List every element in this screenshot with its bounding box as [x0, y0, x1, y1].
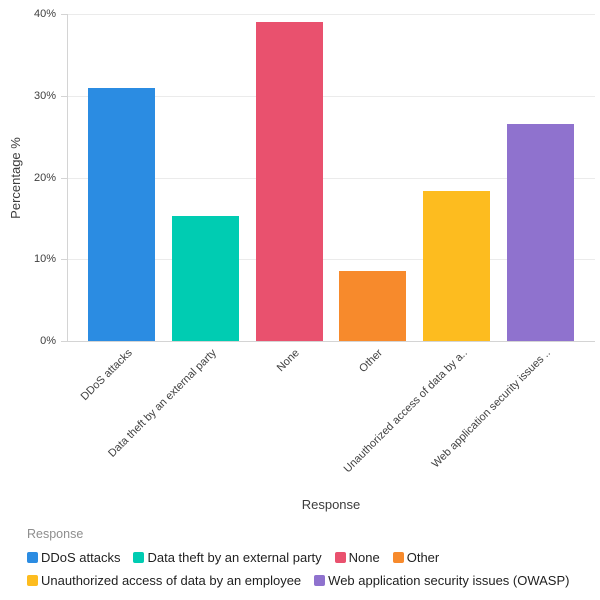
- legend-swatch: [27, 552, 38, 563]
- legend-item-ddos-attacks[interactable]: DDoS attacks: [27, 550, 120, 565]
- bar-data-theft-by-an-external-party[interactable]: [172, 215, 239, 341]
- y-axis-line: [67, 14, 68, 341]
- legend-item-label: Other: [406, 550, 440, 565]
- legend-item-other[interactable]: Other: [392, 550, 440, 565]
- legend-swatch: [27, 575, 38, 586]
- legend-row-2: Unauthorized access of data by an employ…: [27, 573, 587, 588]
- bar-unauthorized-access-of-data-by-an-employee[interactable]: [423, 190, 490, 341]
- legend-row-1: DDoS attacks Data theft by an external pa…: [27, 550, 587, 565]
- y-tick-label: 30%: [33, 89, 56, 102]
- gridline: [67, 259, 595, 261]
- bar-none[interactable]: [255, 22, 323, 341]
- x-axis-line: [67, 341, 595, 342]
- legend-swatch: [314, 575, 326, 586]
- legend-item-data-theft-by-an-external-party[interactable]: Data theft by an external party: [133, 550, 322, 565]
- y-tick-mark: [61, 259, 67, 261]
- gridline: [67, 14, 595, 15]
- gridline: [67, 95, 595, 97]
- legend-item-label: None: [348, 550, 380, 565]
- x-tick-label-ddos-attacks: DDoS attacks: [78, 347, 135, 404]
- gridline: [67, 177, 595, 179]
- legend-swatch: [133, 552, 145, 563]
- legend: Response DDoS attacks Data theft by an ex…: [27, 527, 587, 588]
- legend-swatch: [334, 552, 346, 563]
- legend-item-label: Data theft by an external party: [147, 550, 322, 565]
- legend-item-label: DDoS attacks: [41, 550, 121, 565]
- legend-item-unauthorized-access-of-data-by-an-employee[interactable]: Unauthorized access of data by an employ…: [27, 573, 301, 588]
- y-tick-label: 0%: [40, 335, 56, 347]
- bar-ddos-attacks[interactable]: [88, 87, 156, 341]
- bar-other[interactable]: [339, 270, 407, 341]
- y-tick-mark: [61, 14, 67, 15]
- y-tick-label: 10%: [33, 253, 56, 266]
- legend-item-label: Web application security issues (OWASP): [328, 573, 570, 588]
- y-tick-label: 40%: [33, 8, 56, 20]
- x-tick-label-other: Other: [356, 347, 385, 375]
- legend-item-none[interactable]: None: [334, 550, 380, 565]
- y-tick-label: 20%: [33, 171, 56, 184]
- legend-item-label: Unauthorized access of data by an employ…: [41, 573, 302, 588]
- y-tick-mark: [61, 95, 67, 97]
- y-tick-mark: [61, 341, 67, 342]
- y-tick-mark: [61, 177, 67, 179]
- x-axis-title: Response: [301, 497, 361, 512]
- legend-title: Response: [27, 527, 84, 541]
- bar-web-application-security-issues-owasp[interactable]: [506, 124, 574, 341]
- legend-swatch: [392, 552, 404, 563]
- legend-item-web-application-security-issues-owasp[interactable]: Web application security issues (OWASP): [314, 573, 569, 588]
- x-tick-label-none: None: [274, 347, 302, 375]
